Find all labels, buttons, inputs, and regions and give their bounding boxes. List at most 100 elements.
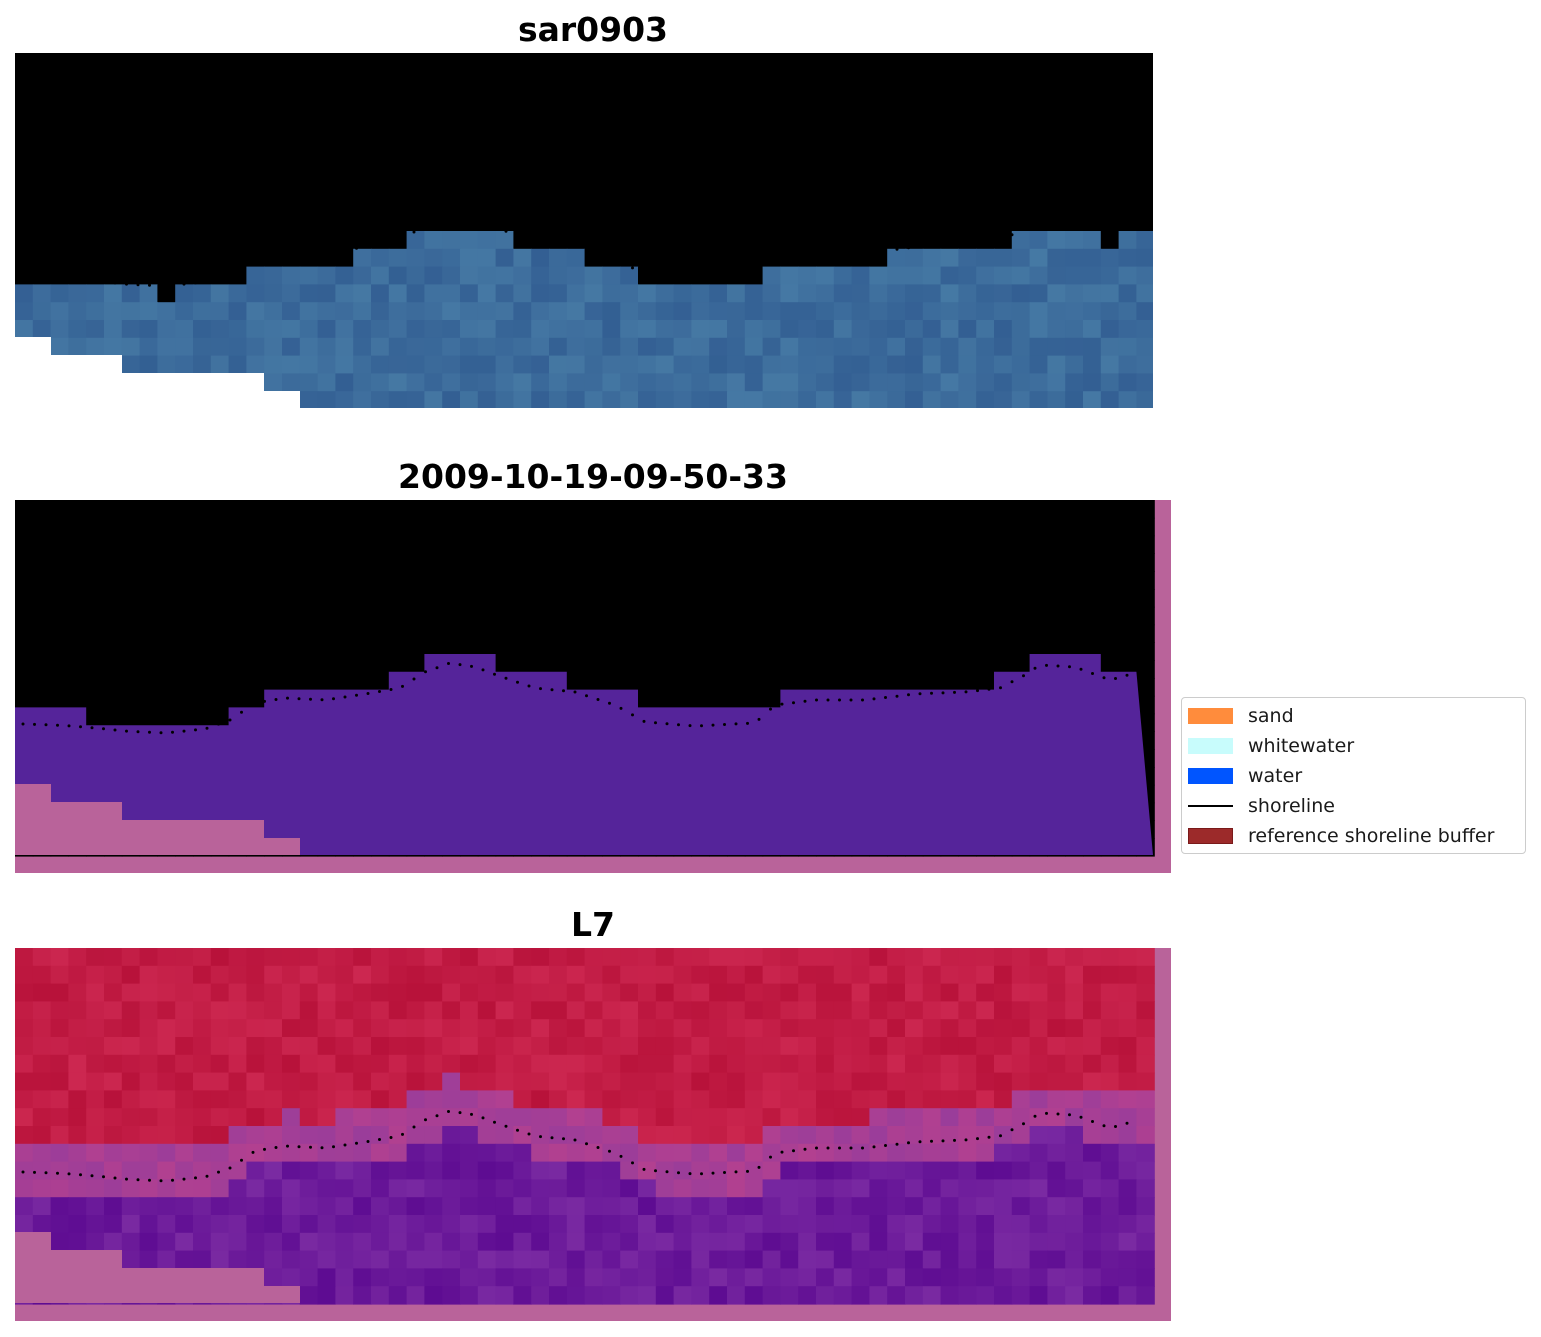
image-pixel [940,1215,959,1234]
image-pixel [816,355,835,374]
image-pixel [638,1179,657,1198]
image-pixel [15,965,34,985]
image-pixel [833,589,853,608]
image-pixel [193,660,212,679]
image-pixel [460,1126,479,1145]
image-pixel [531,320,550,339]
shoreline-dot [378,243,381,246]
image-pixel [816,231,835,250]
image-pixel [32,553,52,572]
image-pixel [442,1108,461,1127]
image-pixel [566,517,586,537]
image-pixel [1029,373,1048,392]
image-pixel [976,88,995,107]
shoreline-dot [1010,680,1014,684]
image-pixel [620,159,639,179]
image-pixel [780,88,799,107]
image-pixel [228,606,247,626]
image-pixel [335,1001,354,1020]
image-pixel [833,1161,853,1180]
image-pixel [744,642,764,661]
image-pixel [1047,159,1066,179]
image-pixel [139,124,158,143]
image-pixel [104,535,123,554]
image-pixel [406,571,425,590]
image-pixel [940,1143,959,1163]
shoreline-dot [734,275,738,279]
image-pixel [264,1179,283,1198]
image-pixel [139,1090,158,1109]
image-pixel [299,231,319,250]
image-pixel [495,231,514,250]
image-pixel [424,606,443,626]
image-pixel [246,159,265,179]
image-pixel [513,589,532,608]
image-pixel [210,1090,230,1109]
image-pixel [15,678,34,697]
image-pixel [1083,1108,1102,1127]
image-pixel [1011,1197,1031,1216]
image-pixel [566,302,586,321]
image-pixel [1136,500,1155,519]
image-pixel [104,983,123,1002]
image-pixel [477,391,497,408]
image-pixel [246,1054,265,1074]
shoreline-dots [21,1110,1129,1183]
image-pixel [638,284,657,303]
image-pixel [869,1090,888,1109]
image-pixel [282,1197,301,1216]
image-pixel [549,1143,568,1163]
image-pixel [762,302,781,321]
image-pixel [299,88,319,107]
image-pixel [424,535,443,554]
image-pixel [584,1108,603,1127]
image-pixel [762,213,781,232]
classified-image [15,500,1171,873]
image-pixel [335,571,354,590]
image-pixel [709,355,728,374]
image-pixel [388,1090,408,1109]
image-pixel [922,177,942,196]
image-pixel [193,965,212,985]
image-pixel [1065,266,1084,285]
image-pixel [798,177,817,196]
image-pixel [139,948,158,967]
image-pixel [1100,302,1120,321]
image-pixel [460,1019,479,1038]
image-pixel [50,1072,69,1091]
image-pixel [940,391,959,408]
image-pixel [228,1232,247,1252]
image-pixel [744,53,764,72]
image-pixel [157,606,176,626]
image-pixel [566,1232,586,1252]
image-pixel [282,624,301,643]
image-pixel [388,195,408,214]
image-pixel [762,337,781,357]
image-pixel [780,1232,799,1252]
image-pixel [691,159,710,179]
image-pixel [994,1108,1013,1127]
image-pixel [691,1072,710,1091]
image-pixel [513,1054,532,1074]
image-pixel [317,106,336,125]
image-pixel [1118,1179,1137,1198]
image-pixel [335,553,354,572]
image-pixel [922,213,942,232]
image-pixel [68,624,87,643]
image-pixel [86,500,105,519]
image-pixel [994,1072,1013,1091]
image-pixel [869,1232,888,1252]
image-pixel [958,373,977,392]
image-pixel [744,1250,764,1269]
image-pixel [566,1161,586,1180]
image-pixel [282,70,301,90]
shoreline-dot [1033,219,1037,223]
image-pixel [264,302,283,321]
image-pixel [905,948,924,967]
image-pixel [68,1197,87,1216]
image-pixel [282,159,301,179]
image-pixel [424,213,443,232]
image-pixel [833,1215,853,1234]
shoreline-dot [723,276,726,279]
image-pixel [228,1001,247,1020]
